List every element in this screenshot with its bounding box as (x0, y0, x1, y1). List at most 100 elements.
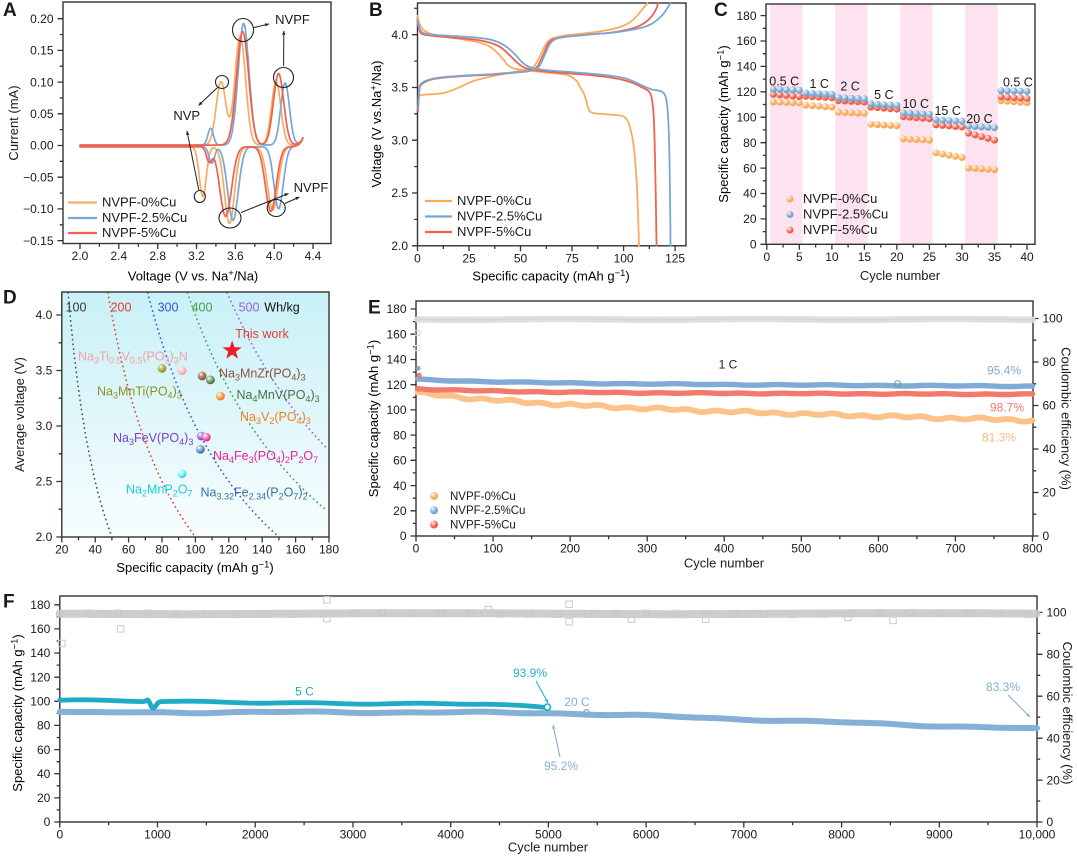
svg-text:20: 20 (37, 791, 51, 805)
svg-text:40: 40 (393, 479, 407, 493)
svg-text:1000: 1000 (144, 828, 171, 842)
svg-text:800: 800 (1022, 542, 1042, 556)
svg-text:5: 5 (796, 250, 803, 264)
svg-text:500: 500 (239, 301, 260, 315)
svg-text:35: 35 (988, 250, 1002, 264)
svg-text:B: B (369, 0, 383, 21)
svg-text:NVPF-2.5%Cu: NVPF-2.5%Cu (450, 505, 525, 517)
svg-text:80: 80 (1047, 648, 1061, 662)
svg-text:−0.05: −0.05 (23, 170, 54, 184)
svg-text:Specific capacity (mAh g−1): Specific capacity (mAh g−1) (715, 45, 732, 202)
svg-text:140: 140 (386, 353, 406, 367)
svg-text:4.4: 4.4 (305, 249, 322, 263)
svg-text:20: 20 (890, 250, 904, 264)
svg-text:40: 40 (89, 543, 103, 557)
svg-text:100: 100 (483, 542, 503, 556)
svg-text:700: 700 (945, 542, 965, 556)
svg-text:98.7%: 98.7% (990, 401, 1024, 415)
svg-text:2.0: 2.0 (36, 530, 53, 544)
svg-text:Cycle number: Cycle number (508, 840, 589, 855)
svg-text:Na3FeV(PO4)3: Na3FeV(PO4)3 (113, 431, 193, 447)
svg-text:Current (mA): Current (mA) (6, 85, 21, 160)
svg-text:3.0: 3.0 (36, 419, 53, 433)
svg-text:2.0: 2.0 (72, 249, 89, 263)
svg-text:0: 0 (750, 238, 757, 252)
svg-text:5000: 5000 (535, 828, 562, 842)
svg-text:Na3Ti0.5V0.5(PO3)3N: Na3Ti0.5V0.5(PO3)3N (78, 350, 188, 366)
svg-text:120: 120 (736, 85, 756, 99)
svg-text:Specific capacity (mAh g−1): Specific capacity (mAh g−1) (472, 267, 629, 284)
svg-text:NVPF-0%Cu: NVPF-0%Cu (457, 193, 531, 208)
svg-text:NVPF-2.5%Cu: NVPF-2.5%Cu (457, 209, 542, 224)
svg-text:25: 25 (462, 251, 476, 265)
svg-text:60: 60 (1043, 399, 1057, 413)
svg-text:2.5: 2.5 (36, 475, 53, 489)
svg-text:75: 75 (565, 251, 579, 265)
svg-text:400: 400 (714, 542, 734, 556)
svg-text:NVPF-0%Cu: NVPF-0%Cu (102, 195, 176, 210)
svg-text:D: D (3, 288, 17, 309)
svg-text:NVPF-5%Cu: NVPF-5%Cu (457, 224, 531, 239)
svg-text:Specific capacity (mAh g−1): Specific capacity (mAh g−1) (9, 634, 26, 791)
svg-text:120: 120 (30, 670, 50, 684)
svg-text:60: 60 (1047, 689, 1061, 703)
svg-text:A: A (3, 0, 17, 21)
svg-text:7000: 7000 (730, 828, 757, 842)
svg-text:80: 80 (37, 719, 51, 733)
svg-text:100: 100 (736, 110, 756, 124)
svg-text:3.0: 3.0 (391, 133, 408, 147)
svg-text:50: 50 (514, 251, 528, 265)
svg-text:5 C: 5 C (874, 88, 893, 102)
svg-text:NVPF-5%Cu: NVPF-5%Cu (803, 222, 877, 237)
svg-text:F: F (3, 592, 15, 613)
svg-text:NVPF-5%Cu: NVPF-5%Cu (450, 520, 516, 532)
svg-text:81.3%: 81.3% (982, 431, 1016, 445)
svg-text:0.00: 0.00 (30, 139, 54, 153)
svg-text:Na3MnZr(PO4)3: Na3MnZr(PO4)3 (219, 367, 306, 383)
svg-text:200: 200 (560, 542, 580, 556)
svg-text:0: 0 (1043, 529, 1050, 543)
svg-text:4.0: 4.0 (391, 28, 408, 42)
svg-text:20: 20 (1047, 773, 1061, 787)
svg-text:0.10: 0.10 (30, 75, 54, 89)
svg-text:Na2MnP2O7: Na2MnP2O7 (126, 483, 192, 499)
svg-text:60: 60 (122, 543, 136, 557)
svg-text:3000: 3000 (340, 828, 367, 842)
svg-text:10,000: 10,000 (1019, 828, 1056, 842)
svg-text:4.0: 4.0 (266, 249, 283, 263)
svg-text:100: 100 (30, 695, 50, 709)
svg-text:2 C: 2 C (840, 80, 859, 94)
svg-text:120: 120 (219, 543, 239, 557)
svg-text:0: 0 (44, 815, 51, 829)
svg-text:160: 160 (30, 622, 50, 636)
svg-text:100: 100 (185, 543, 205, 557)
svg-text:15 C: 15 C (934, 104, 960, 118)
svg-text:80: 80 (743, 136, 757, 150)
svg-text:160: 160 (286, 543, 306, 557)
svg-text:3.5: 3.5 (36, 364, 53, 378)
svg-text:2000: 2000 (242, 828, 269, 842)
svg-text:6000: 6000 (633, 828, 660, 842)
svg-text:4000: 4000 (437, 828, 464, 842)
svg-text:60: 60 (37, 743, 51, 757)
svg-text:80: 80 (1043, 355, 1057, 369)
svg-text:600: 600 (868, 542, 888, 556)
svg-text:500: 500 (791, 542, 811, 556)
svg-text:Average voltage (V): Average voltage (V) (12, 357, 27, 472)
svg-text:NVPF-0%Cu: NVPF-0%Cu (450, 491, 516, 503)
svg-text:100: 100 (66, 301, 87, 315)
svg-text:3.2: 3.2 (188, 249, 205, 263)
svg-text:Na3MnTi(PO4)3: Na3MnTi(PO4)3 (97, 385, 182, 401)
svg-text:0.5 C: 0.5 C (769, 75, 799, 89)
svg-text:2.5: 2.5 (391, 186, 408, 200)
svg-text:100: 100 (1043, 312, 1063, 326)
svg-text:140: 140 (736, 60, 756, 74)
svg-text:0: 0 (763, 250, 770, 264)
svg-text:100: 100 (614, 251, 634, 265)
svg-text:20: 20 (55, 543, 69, 557)
svg-text:30: 30 (955, 250, 969, 264)
svg-text:40: 40 (1043, 442, 1057, 456)
svg-text:Na4MnV(PO4)3: Na4MnV(PO4)3 (237, 388, 320, 404)
svg-text:NVPF-2.5%Cu: NVPF-2.5%Cu (803, 207, 888, 222)
svg-text:83.3%: 83.3% (986, 680, 1020, 694)
